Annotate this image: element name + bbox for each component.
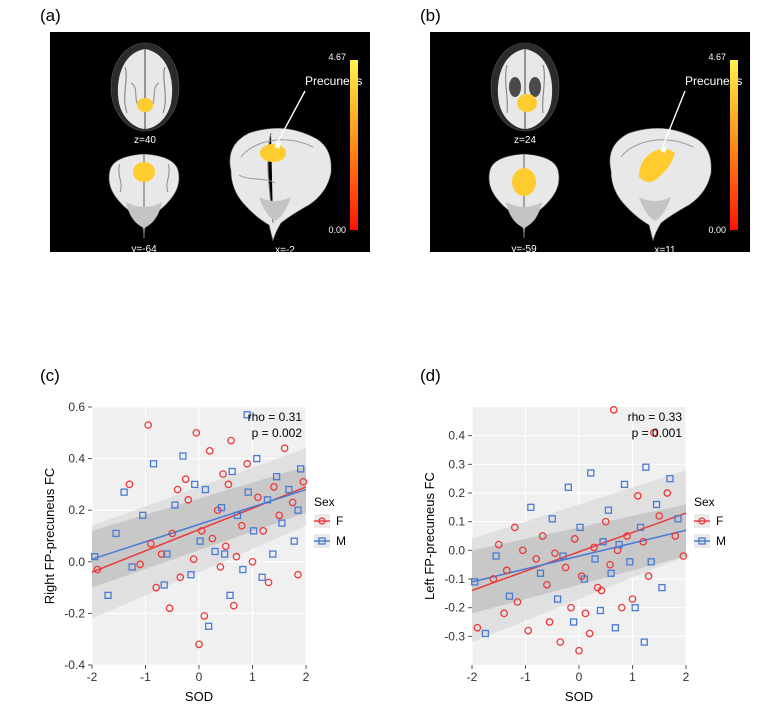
- svg-text:2: 2: [303, 670, 310, 684]
- svg-text:0.3: 0.3: [448, 457, 465, 471]
- svg-text:Right FP-precuneus FC: Right FP-precuneus FC: [42, 468, 57, 605]
- svg-text:Sex: Sex: [314, 495, 335, 509]
- svg-text:0.2: 0.2: [448, 486, 465, 500]
- brain-b-cb-min: 0.00: [708, 225, 726, 235]
- svg-text:0: 0: [196, 670, 203, 684]
- svg-text:0.2: 0.2: [68, 503, 85, 517]
- svg-text:SOD: SOD: [185, 689, 213, 704]
- scatter-panel-c: -2 -1 0 1 2 -0.4 -0.2 0.0 0.2 0.4 0.6 SOD Right FP-p…: [40, 392, 370, 712]
- panel-c-label: (c): [40, 366, 60, 386]
- svg-text:0.0: 0.0: [448, 543, 465, 557]
- brain-panel-a: z=40 y=-64 x=-2: [50, 32, 370, 252]
- brain-a-y-text: y=-64: [131, 244, 157, 252]
- svg-text:-0.2: -0.2: [444, 601, 465, 615]
- brain-a-z-text: z=40: [134, 135, 156, 146]
- svg-text:SOD: SOD: [565, 689, 593, 704]
- svg-text:M: M: [716, 534, 726, 548]
- svg-text:0.1: 0.1: [448, 515, 465, 529]
- svg-text:-0.3: -0.3: [444, 629, 465, 643]
- panel-a-label: (a): [40, 6, 61, 26]
- svg-text:p = 0.001: p = 0.001: [632, 426, 683, 440]
- brain-b-x-text: x=11: [654, 245, 676, 252]
- svg-text:-2: -2: [87, 670, 98, 684]
- svg-text:-2: -2: [467, 670, 478, 684]
- brain-a-x-text: x=-2: [275, 245, 295, 252]
- svg-text:Sex: Sex: [694, 495, 715, 509]
- svg-text:1: 1: [249, 670, 256, 684]
- svg-text:M: M: [336, 534, 346, 548]
- svg-text:0.0: 0.0: [68, 555, 85, 569]
- svg-text:-1: -1: [140, 670, 151, 684]
- panel-b-label: (b): [420, 6, 441, 26]
- svg-text:0.6: 0.6: [68, 400, 85, 414]
- svg-text:rho = 0.31: rho = 0.31: [248, 410, 303, 424]
- svg-text:-0.1: -0.1: [444, 572, 465, 586]
- svg-text:0.4: 0.4: [68, 452, 85, 466]
- svg-text:F: F: [716, 514, 723, 528]
- svg-text:0: 0: [576, 670, 583, 684]
- panel-d-label: (d): [420, 366, 441, 386]
- brain-b-cb-max: 4.67: [708, 52, 726, 62]
- svg-text:1: 1: [629, 670, 636, 684]
- brain-b-y-text: y=-59: [511, 244, 537, 252]
- brain-a-cb-min: 0.00: [328, 225, 346, 235]
- svg-text:rho = 0.33: rho = 0.33: [628, 410, 683, 424]
- brain-a-cb-max: 4.67: [328, 52, 346, 62]
- svg-text:2: 2: [683, 670, 690, 684]
- svg-text:F: F: [336, 514, 343, 528]
- svg-text:p = 0.002: p = 0.002: [252, 426, 303, 440]
- scatter-panel-d: -2 -1 0 1 2 -0.3 -0.2 -0.1 0.0 0.1 0.2 0.3 0.4 SOD Lef…: [420, 392, 750, 712]
- svg-text:-1: -1: [520, 670, 531, 684]
- svg-text:0.4: 0.4: [448, 429, 465, 443]
- svg-text:-0.4: -0.4: [64, 658, 85, 672]
- brain-b-z-text: z=24: [514, 135, 536, 146]
- svg-text:-0.2: -0.2: [64, 606, 85, 620]
- svg-text:Left FP-precuneus FC: Left FP-precuneus FC: [422, 472, 437, 600]
- figure-container: (a) (b) (c) (d) z=40: [0, 0, 780, 706]
- brain-panel-b: z=24 y=-59 x=11 Precuneus 4: [430, 32, 750, 252]
